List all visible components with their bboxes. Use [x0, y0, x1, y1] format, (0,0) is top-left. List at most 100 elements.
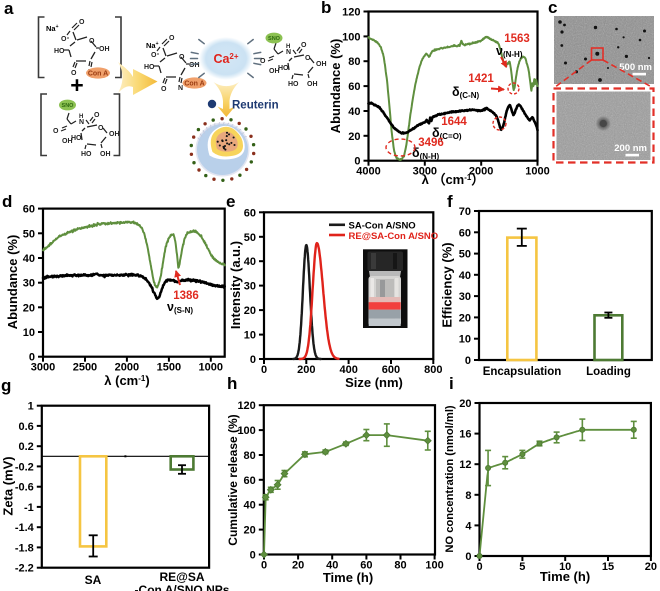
svg-text:O: O	[301, 42, 307, 49]
svg-text:λ （cm-1）: λ （cm-1）	[422, 172, 485, 187]
svg-text:N: N	[178, 85, 183, 92]
svg-text:4: 4	[465, 520, 472, 532]
svg-text:RE@SA: RE@SA	[159, 570, 204, 584]
svg-text:4000: 4000	[356, 166, 380, 178]
svg-text:1: 1	[28, 401, 34, 413]
svg-text:2000: 2000	[469, 166, 493, 178]
svg-text:Abundance (%): Abundance (%)	[328, 39, 343, 134]
svg-text:20: 20	[244, 525, 256, 537]
svg-text:80: 80	[348, 56, 360, 68]
svg-text:60: 60	[348, 81, 360, 93]
svg-text:O: O	[53, 128, 59, 135]
svg-text:10: 10	[23, 327, 35, 339]
svg-text:-0.6: -0.6	[15, 482, 34, 494]
svg-text:O: O	[151, 52, 157, 59]
svg-text:SA: SA	[85, 573, 102, 587]
svg-text:100: 100	[237, 425, 255, 437]
svg-text:Zeta (mV): Zeta (mV)	[1, 456, 16, 515]
svg-text:-1.4: -1.4	[15, 522, 35, 534]
svg-text:O: O	[260, 58, 266, 65]
svg-text:0: 0	[465, 355, 471, 367]
svg-text:20: 20	[23, 302, 35, 314]
svg-text:10: 10	[459, 334, 471, 346]
svg-text:2500: 2500	[73, 362, 97, 374]
svg-text:60: 60	[244, 475, 256, 487]
svg-text:40: 40	[244, 500, 256, 512]
svg-text:a: a	[4, 0, 14, 18]
svg-text:OH: OH	[307, 81, 318, 88]
svg-text:400: 400	[339, 364, 357, 376]
svg-text:SNO: SNO	[268, 36, 281, 42]
svg-text:O: O	[94, 112, 100, 119]
svg-text:SA-Con A/SNO: SA-Con A/SNO	[349, 221, 416, 232]
svg-text:g: g	[1, 376, 11, 395]
svg-text:-1: -1	[24, 502, 34, 514]
svg-text:0: 0	[261, 364, 267, 376]
svg-text:40: 40	[459, 270, 471, 282]
svg-text:SNO: SNO	[62, 103, 75, 109]
svg-text:NO concentration (nmol/ml): NO concentration (nmol/ml)	[444, 405, 456, 553]
svg-text:O: O	[98, 125, 104, 132]
svg-text:0: 0	[250, 354, 256, 366]
svg-text:1563: 1563	[504, 33, 530, 45]
svg-text:1000: 1000	[199, 362, 223, 374]
svg-text:500 nm: 500 nm	[619, 62, 652, 73]
svg-text:800: 800	[424, 364, 442, 376]
svg-text:Abundance (%): Abundance (%)	[5, 235, 20, 330]
svg-text:1500: 1500	[157, 362, 181, 374]
svg-text:O: O	[61, 36, 67, 43]
svg-text:50: 50	[459, 249, 471, 261]
svg-text:OH: OH	[109, 131, 120, 138]
svg-text:d: d	[2, 192, 12, 211]
svg-text:600: 600	[382, 364, 400, 376]
svg-text:60: 60	[360, 560, 372, 572]
svg-text:-2.2: -2.2	[15, 563, 34, 575]
svg-text:Efficiency (%): Efficiency (%)	[440, 242, 455, 327]
svg-text:OH: OH	[316, 61, 327, 68]
svg-text:200: 200	[297, 364, 315, 376]
svg-text:40: 40	[244, 256, 256, 268]
svg-text:N: N	[79, 119, 84, 126]
svg-text:+: +	[70, 72, 83, 98]
svg-text:O: O	[305, 55, 311, 62]
svg-text:h: h	[227, 374, 237, 393]
svg-text:40: 40	[23, 253, 35, 265]
svg-text:HO: HO	[278, 65, 289, 72]
svg-text:100: 100	[342, 31, 360, 43]
svg-text:40: 40	[348, 106, 360, 118]
svg-text:HO: HO	[54, 48, 65, 55]
svg-text:3000: 3000	[31, 362, 55, 374]
svg-text:OH: OH	[269, 68, 280, 75]
svg-text:Cumulative release (%): Cumulative release (%)	[226, 414, 240, 545]
svg-text:20: 20	[292, 560, 304, 572]
svg-text:Intensity (a.u.): Intensity (a.u.)	[228, 241, 243, 329]
svg-text:10: 10	[559, 561, 571, 573]
svg-text:80: 80	[244, 450, 256, 462]
svg-text:i: i	[449, 374, 454, 393]
svg-text:Encapsulation: Encapsulation	[483, 366, 562, 378]
svg-text:HO: HO	[288, 81, 299, 88]
svg-text:15: 15	[602, 561, 614, 573]
svg-text:0: 0	[29, 352, 35, 364]
svg-text:0: 0	[250, 550, 256, 562]
svg-text:30: 30	[244, 281, 256, 293]
svg-text:3000: 3000	[413, 166, 437, 178]
svg-text:20: 20	[645, 561, 657, 573]
svg-text:-1.8: -1.8	[15, 542, 34, 554]
svg-text:O: O	[161, 86, 167, 93]
svg-text:H: H	[286, 44, 290, 50]
svg-text:100: 100	[425, 560, 443, 572]
svg-text:0.2: 0.2	[19, 441, 34, 453]
svg-text:60: 60	[244, 207, 256, 219]
svg-text:Na+: Na+	[46, 24, 59, 33]
svg-text:RE@SA-Con A/SNO: RE@SA-Con A/SNO	[349, 231, 439, 242]
svg-text:1644: 1644	[441, 116, 467, 128]
svg-text:1421: 1421	[468, 73, 494, 85]
svg-text:1000: 1000	[525, 166, 549, 178]
svg-text:Na+: Na+	[146, 41, 159, 50]
svg-text:c: c	[548, 0, 557, 17]
svg-text:8: 8	[465, 490, 471, 502]
svg-text:0.6: 0.6	[19, 421, 34, 433]
svg-text:20: 20	[244, 305, 256, 317]
svg-text:Size (nm): Size (nm)	[345, 375, 403, 390]
